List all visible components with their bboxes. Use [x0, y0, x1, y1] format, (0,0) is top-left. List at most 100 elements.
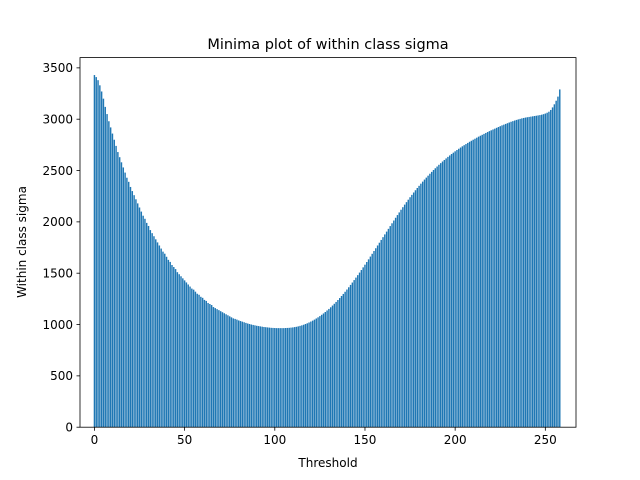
- bar: [474, 138, 476, 428]
- bar: [389, 226, 391, 428]
- bar: [301, 325, 303, 428]
- bar: [429, 173, 431, 428]
- bar: [322, 313, 325, 428]
- y-axis-label: Within class sigma: [15, 186, 29, 298]
- bar: [526, 117, 529, 428]
- bar: [120, 162, 123, 428]
- bar: [118, 157, 121, 428]
- bar: [144, 218, 146, 428]
- bar: [559, 89, 561, 428]
- bar: [557, 96, 559, 428]
- bar: [194, 291, 197, 428]
- bar: [472, 139, 474, 428]
- bar: [176, 272, 179, 428]
- bar: [196, 293, 198, 428]
- bar: [405, 202, 408, 428]
- bar: [97, 80, 99, 428]
- bar: [396, 215, 399, 428]
- bar: [407, 199, 409, 428]
- bar: [490, 130, 492, 428]
- bar: [533, 116, 536, 428]
- bar: [539, 115, 541, 428]
- y-tick-label: 1000: [42, 318, 73, 332]
- x-tick-label: 100: [263, 433, 286, 447]
- bar: [315, 318, 317, 428]
- bar: [382, 237, 384, 428]
- bar: [136, 203, 139, 428]
- bar: [461, 146, 464, 428]
- bar: [266, 327, 269, 428]
- bar: [174, 269, 177, 428]
- bar: [167, 259, 170, 428]
- bar: [331, 305, 334, 428]
- bar: [286, 327, 289, 428]
- bar: [394, 217, 397, 428]
- bar: [485, 132, 487, 428]
- bar: [468, 141, 471, 428]
- bar: [420, 183, 422, 428]
- bar: [385, 231, 388, 428]
- bar: [304, 324, 307, 428]
- bar: [171, 264, 173, 428]
- bar: [160, 248, 162, 428]
- bar: [362, 267, 364, 428]
- bar: [238, 320, 240, 428]
- bar: [156, 242, 159, 428]
- bar: [146, 222, 148, 428]
- bar: [308, 322, 310, 428]
- bar: [508, 122, 510, 428]
- y-tick-label: 500: [50, 369, 73, 383]
- bar: [380, 239, 382, 428]
- bar: [443, 159, 446, 428]
- bar: [548, 111, 550, 428]
- bar: [151, 233, 153, 428]
- bar: [263, 327, 265, 428]
- bar: [427, 175, 429, 428]
- bar: [477, 136, 480, 428]
- bar: [279, 328, 281, 428]
- bar: [346, 289, 348, 428]
- bar: [129, 186, 132, 428]
- bar: [183, 280, 186, 428]
- bar: [109, 127, 112, 428]
- bar: [124, 172, 126, 428]
- bar: [248, 324, 251, 428]
- bar: [135, 199, 137, 428]
- bar: [104, 106, 106, 428]
- bar: [476, 137, 478, 428]
- bar: [212, 307, 215, 428]
- bar: [412, 192, 415, 428]
- bar: [351, 282, 354, 428]
- x-tick-label: 150: [354, 433, 377, 447]
- bar: [366, 262, 368, 428]
- bar: [254, 325, 256, 428]
- bar: [440, 163, 442, 428]
- bar: [441, 161, 444, 428]
- bar: [210, 305, 213, 428]
- bar: [277, 328, 280, 428]
- bar: [494, 128, 496, 428]
- bar: [259, 326, 262, 428]
- bar: [409, 197, 411, 428]
- bar: [182, 278, 184, 428]
- bar: [108, 121, 110, 428]
- bar: [275, 328, 278, 428]
- bar: [320, 314, 323, 428]
- bar: [265, 327, 267, 428]
- bar: [102, 98, 105, 428]
- bar: [313, 319, 316, 428]
- bar: [268, 327, 271, 428]
- bar: [537, 115, 539, 428]
- y-tick-label: 2500: [42, 164, 73, 178]
- bar: [434, 168, 437, 428]
- bar: [200, 296, 202, 428]
- bar: [495, 127, 498, 428]
- bar: [272, 327, 274, 428]
- y-tick-label: 3500: [42, 61, 73, 75]
- bar: [458, 148, 460, 428]
- bar: [310, 321, 312, 428]
- bar: [329, 307, 332, 428]
- bar: [106, 114, 108, 428]
- bar: [126, 177, 128, 428]
- bar: [218, 310, 220, 428]
